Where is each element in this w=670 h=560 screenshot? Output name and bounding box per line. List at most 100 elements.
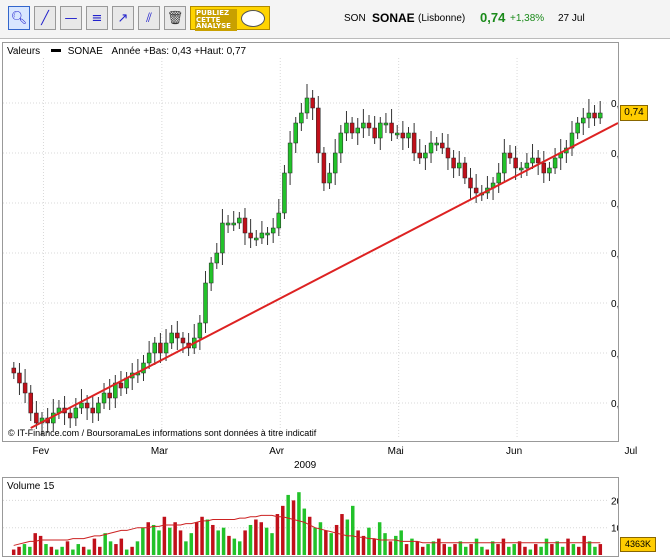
volume-bar [33,533,37,555]
candle [67,412,73,419]
candle [270,227,276,234]
publish-analysis-button[interactable]: PUBLIEZ CETTE ANALYSE [190,6,270,31]
volume-bar [577,546,581,555]
volume-bar [286,494,290,555]
candle [332,152,338,174]
volume-bar [587,541,592,555]
fibonacci-icon[interactable]: ≡ [86,6,108,30]
chart-toolbar: 🔍︎ ╱ — ≡ ↗ ⫽ 🗑︎ PUBLIEZ CETTE ANALYSE SO… [0,0,670,39]
volume-bar [108,541,113,555]
y-tick-label: 0,7 [611,149,618,160]
volume-bar [270,533,274,555]
candle [327,172,332,184]
candle [79,402,84,409]
volume-bar [485,549,490,555]
y-tick-label: 10M [611,524,618,535]
candle [586,112,592,119]
volume-bar [571,544,576,555]
x-tick-label: Avr [269,446,285,457]
y-tick-label: 20M [611,496,618,507]
volume-bar [205,519,210,555]
quote-change: +1,38% [510,13,545,24]
volume-bar [103,533,107,555]
trash-icon[interactable]: 🗑︎ [164,6,186,30]
volume-bar [539,546,543,555]
volume-bar [44,544,48,555]
volume-bar [141,527,145,555]
candle [428,142,434,154]
candle [378,122,383,139]
volume-bar [184,541,188,555]
series-name: SONAE [67,46,103,57]
candle [389,122,394,134]
volume-bar [168,527,172,555]
volume-panel[interactable]: 20M 10M Volume 15 [2,477,619,557]
zoom-icon[interactable]: 🔍︎ [8,6,30,30]
volume-bar [302,508,307,555]
candle [310,97,315,109]
volume-bar [345,519,350,555]
candle [321,152,327,184]
volume-bar [92,538,97,555]
y-tick-label: 0,5 [611,349,618,360]
candle [411,132,417,154]
line-tool-icon[interactable]: ╱ [34,6,56,30]
candle [355,127,360,134]
quote-name: SONAE [372,11,415,25]
panel-title: Valeurs [7,46,41,57]
volume-bar [291,500,296,555]
attribution: © IT-Finance.com / BoursoramaLes informa… [8,428,317,438]
volume-bar [178,530,183,555]
volume-bar [426,544,430,555]
volume-bar [582,535,586,555]
volume-bar [367,527,371,555]
candle [597,112,603,119]
price-chart[interactable]: 0,45 0,5 0,55 0,6 0,65 0,7 0,75 [3,43,618,441]
volume-bar [237,541,242,555]
volume-bar [318,522,323,555]
candle [372,127,377,139]
volume-bar [38,535,43,555]
candle [451,157,456,169]
horizontal-line-icon[interactable]: — [60,6,82,30]
volume-bar [264,527,269,555]
candle [366,122,372,129]
quote-code: SON [344,13,366,24]
candle [535,157,541,164]
volume-bar [464,546,468,555]
price-panel[interactable]: 0,450,50,550,60,650,70,75 Valeurs SONAE … [2,42,619,442]
candle [214,252,220,264]
candle [287,142,293,174]
candle [502,152,507,174]
candle [152,342,157,354]
volume-bar [474,538,479,555]
candle [282,172,287,214]
x-tick-label: Mai [387,446,404,457]
candle [276,212,282,229]
candle [406,132,411,139]
arrow-icon[interactable]: ↗ [112,6,134,30]
legend-swatch [50,49,61,52]
candle [473,187,479,194]
volume-bar [22,544,27,555]
volume-bar [28,546,32,555]
last-volume-label: 4363K [620,537,656,552]
candle [316,107,321,154]
volume-bar [259,522,264,555]
parallel-lines-icon[interactable]: ⫽ [138,6,160,30]
volume-bar [399,530,403,555]
candle [541,162,547,174]
volume-bar [324,530,328,555]
volume-bar [297,492,301,555]
volume-bar [453,544,457,555]
candle [17,372,22,384]
candle [462,162,468,179]
candle [524,162,530,169]
volume-chart[interactable]: 20M 10M [3,478,618,556]
candle [457,162,462,169]
volume-bar [216,530,220,555]
candle [581,117,586,124]
volume-bar [469,544,473,555]
volume-bar [480,546,484,555]
quote-price: 0,74 [480,10,506,25]
